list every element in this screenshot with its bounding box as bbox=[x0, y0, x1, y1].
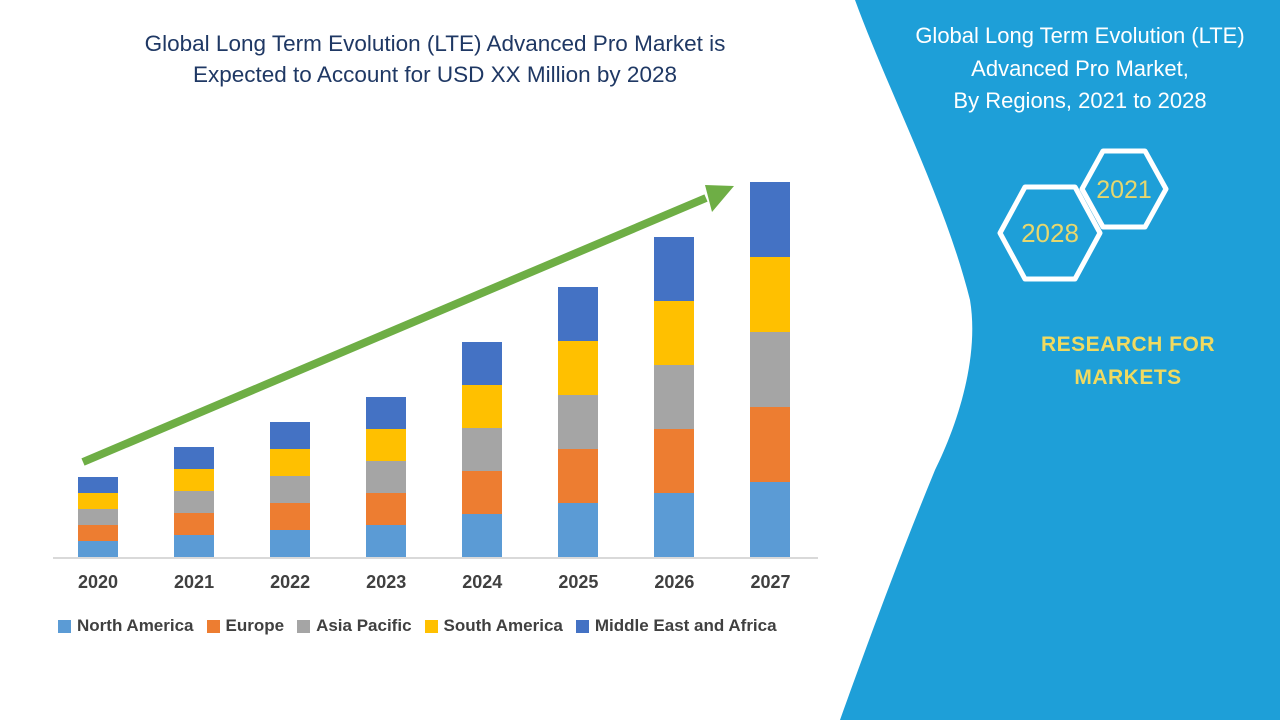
x-axis-label: 2024 bbox=[462, 572, 503, 592]
x-axis-label: 2025 bbox=[558, 572, 599, 592]
x-axis-label: 2023 bbox=[366, 572, 407, 592]
bar-segment bbox=[462, 385, 503, 428]
hexagon-2021-label: 2021 bbox=[1096, 176, 1152, 204]
bar-segment bbox=[750, 407, 791, 482]
legend-item: South America bbox=[424, 616, 563, 636]
legend-swatch-icon bbox=[575, 619, 589, 633]
bar-segment bbox=[462, 514, 503, 557]
bar-segment bbox=[174, 491, 215, 513]
bar-segment bbox=[78, 525, 118, 541]
x-axis-line bbox=[53, 557, 818, 559]
side-panel-heading: Global Long Term Evolution (LTE) Advance… bbox=[890, 20, 1270, 118]
bar-segment bbox=[654, 237, 695, 301]
legend-item: North America bbox=[58, 616, 194, 636]
bar-segment bbox=[750, 257, 791, 332]
bar-segment bbox=[174, 513, 215, 535]
x-axis-label: 2022 bbox=[270, 572, 311, 592]
bar-segment bbox=[78, 477, 118, 493]
bar-segment bbox=[366, 397, 407, 429]
legend-swatch-icon bbox=[58, 619, 71, 633]
bar-segment bbox=[654, 493, 695, 557]
bar-segment bbox=[558, 287, 599, 341]
bar-segment bbox=[270, 449, 311, 476]
side-heading-line3: By Regions, 2021 to 2028 bbox=[953, 88, 1207, 113]
hexagon-2028-label: 2028 bbox=[1021, 218, 1079, 248]
bar-segment bbox=[750, 482, 791, 557]
bar-segment bbox=[270, 422, 311, 449]
bar-segment bbox=[174, 469, 215, 491]
legend-swatch-icon bbox=[206, 619, 220, 633]
bar-segment bbox=[750, 182, 791, 257]
side-heading-line1: Global Long Term Evolution (LTE) bbox=[915, 23, 1245, 48]
bar-segment bbox=[174, 447, 215, 469]
legend-swatch-icon bbox=[424, 619, 438, 633]
x-axis-label: 2027 bbox=[750, 572, 791, 592]
legend-label: North America bbox=[77, 616, 194, 635]
chart-title-line1: Global Long Term Evolution (LTE) Advance… bbox=[144, 31, 726, 56]
bar-segment bbox=[558, 341, 599, 395]
bar-segment bbox=[750, 332, 791, 407]
legend-label: South America bbox=[443, 616, 563, 635]
bar-segment bbox=[558, 449, 599, 503]
bar-segment bbox=[462, 342, 503, 385]
legend-item: Asia Pacific bbox=[297, 616, 412, 636]
chart-area: 2020 2021 2022 2023 2024 2025 2026 2027 bbox=[53, 150, 818, 592]
bar-segment bbox=[558, 395, 599, 449]
bar-segment bbox=[366, 461, 407, 493]
bar-segment bbox=[654, 429, 695, 493]
hexagon-2028-icon: 2028 bbox=[997, 184, 1103, 282]
legend-item: Middle East and Africa bbox=[575, 616, 777, 636]
bar-segment bbox=[174, 535, 215, 557]
x-axis-label: 2026 bbox=[654, 572, 695, 592]
legend-label: Europe bbox=[225, 616, 285, 635]
x-axis-label: 2021 bbox=[174, 572, 215, 592]
bar-segment bbox=[654, 301, 695, 365]
bar-segment bbox=[366, 429, 407, 461]
bar-segment bbox=[462, 471, 503, 514]
bar-segment bbox=[78, 509, 118, 525]
bar-segment bbox=[558, 503, 599, 557]
hexagon-2021-icon: 2021 bbox=[1079, 148, 1169, 230]
bar-segment bbox=[654, 365, 695, 429]
x-axis-label: 2020 bbox=[77, 572, 119, 592]
brand-text: RESEARCH FOR MARKETS bbox=[1000, 328, 1256, 394]
brand-line2: MARKETS bbox=[1074, 366, 1182, 389]
chart-legend: North America Europe Asia Pacific South Ame… bbox=[58, 616, 777, 636]
bar-segment bbox=[462, 428, 503, 471]
bar-segment bbox=[270, 503, 311, 530]
year-hexagons: 2021 2028 bbox=[997, 148, 1169, 282]
legend-item: Europe bbox=[206, 616, 285, 636]
bar-segment bbox=[270, 476, 311, 503]
bar-segment bbox=[78, 541, 118, 557]
bar-segment bbox=[270, 530, 311, 557]
legend-label: Middle East and Africa bbox=[594, 616, 777, 635]
side-heading-line2: Advanced Pro Market, bbox=[971, 55, 1189, 81]
bar-segment bbox=[366, 525, 407, 557]
legend-swatch-icon bbox=[297, 619, 311, 633]
legend-label: Asia Pacific bbox=[316, 616, 412, 635]
bar-segment bbox=[78, 493, 118, 509]
brand-line1: RESEARCH FOR bbox=[1040, 333, 1215, 356]
chart-title-line2: Expected to Account for USD XX Million b… bbox=[192, 62, 677, 87]
bar-segment bbox=[366, 493, 407, 525]
chart-title: Global Long Term Evolution (LTE) Advance… bbox=[70, 28, 800, 90]
